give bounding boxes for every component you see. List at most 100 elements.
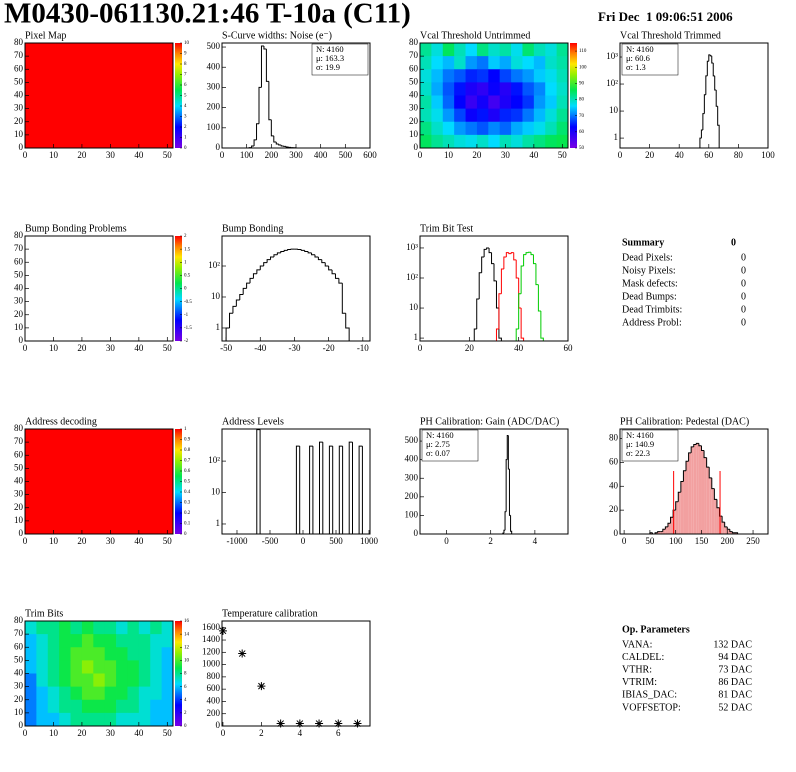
heatmap-cell bbox=[465, 134, 478, 149]
heatmap-cell bbox=[116, 712, 128, 727]
histogram-bin bbox=[225, 327, 230, 341]
colorbar-tick-label: 0.6 bbox=[184, 469, 191, 474]
heatmap-cell bbox=[431, 121, 444, 136]
heatmap-cell bbox=[127, 660, 140, 674]
histogram-bin bbox=[703, 450, 707, 459]
histogram-bin bbox=[259, 265, 264, 270]
histogram-bin bbox=[256, 429, 261, 534]
heatmap-cell bbox=[533, 121, 546, 136]
histogram-bin bbox=[706, 457, 710, 468]
histogram-bin bbox=[721, 516, 725, 523]
heatmap-cell bbox=[127, 634, 140, 648]
histogram-bin bbox=[256, 123, 259, 140]
x-tick-label: 4 bbox=[298, 728, 303, 738]
histogram-bin bbox=[266, 259, 271, 263]
heatmap-cell bbox=[127, 621, 140, 635]
y-tick-label: 400 bbox=[207, 61, 221, 71]
colorbar-tick-label: 0.5 bbox=[184, 480, 191, 485]
heatmap-cell bbox=[522, 95, 535, 110]
heatmap-cell bbox=[104, 673, 117, 688]
bar-fill bbox=[688, 452, 692, 534]
heatmap-cell bbox=[70, 712, 83, 727]
x-tick-label: 50 bbox=[163, 536, 173, 546]
bar-fill bbox=[665, 526, 668, 534]
histogram-bin bbox=[503, 256, 507, 269]
y-tick-label: 50 bbox=[14, 654, 24, 664]
histogram-bin bbox=[525, 252, 529, 255]
summary-value: 0 bbox=[741, 304, 746, 315]
colorbar bbox=[570, 43, 577, 148]
heatmap-cell bbox=[81, 660, 94, 674]
heatmap-cell bbox=[138, 712, 151, 727]
colorbar-tick-label: -0.5 bbox=[184, 300, 192, 305]
y-tick-label: 400 bbox=[405, 454, 419, 464]
colorbar-tick-label: 2 bbox=[184, 125, 187, 130]
x-tick-label: 30 bbox=[106, 728, 116, 738]
heatmap-cell bbox=[70, 621, 83, 635]
heatmap-cell bbox=[420, 69, 432, 83]
histogram-bin bbox=[729, 529, 733, 533]
heatmap-cell bbox=[81, 673, 94, 688]
colorbar-tick-label: 1 bbox=[184, 427, 187, 432]
bar-fill bbox=[709, 477, 712, 534]
heatmap-cell bbox=[545, 121, 558, 136]
x-tick-label: 10 bbox=[49, 343, 59, 353]
x-tick-label: 400 bbox=[314, 150, 328, 160]
colorbar-tick-label: 4 bbox=[184, 698, 187, 703]
bar-fill bbox=[670, 517, 674, 534]
y-tick-label: 30 bbox=[14, 103, 24, 113]
stats-line: σ: 19.9 bbox=[316, 62, 340, 72]
y-tick-label: 80 bbox=[14, 37, 24, 47]
heatmap-cell bbox=[442, 108, 455, 123]
heatmap-cell bbox=[465, 43, 478, 57]
heatmap-cell bbox=[47, 634, 60, 648]
heatmap-cell bbox=[59, 647, 71, 661]
heatmap-cell bbox=[150, 712, 163, 727]
plot-frame bbox=[419, 235, 569, 342]
colorbar-tick-label: 90 bbox=[579, 82, 585, 87]
y-tick-label: 30 bbox=[14, 489, 24, 499]
summary-label: Mask defects: bbox=[622, 278, 678, 289]
y-tick-label: 1 bbox=[216, 322, 221, 332]
panel-title: Address Levels bbox=[222, 416, 284, 427]
heatmap-cell bbox=[127, 647, 140, 661]
panel-title: Trim Bits bbox=[25, 608, 63, 619]
bar-fill bbox=[678, 492, 681, 534]
histogram-bin bbox=[265, 49, 269, 82]
heatmap-cell bbox=[116, 686, 128, 701]
heatmap-cell bbox=[442, 69, 455, 83]
histogram-bin bbox=[258, 86, 262, 124]
heatmap-cell bbox=[36, 621, 49, 635]
heatmap-cell bbox=[25, 660, 37, 674]
heatmap-cell bbox=[36, 699, 49, 714]
x-tick-label: 40 bbox=[134, 150, 144, 160]
histogram-bin bbox=[498, 293, 502, 330]
plot-frame bbox=[221, 620, 371, 727]
colorbar-tick-label: 0.4 bbox=[184, 490, 191, 495]
x-tick-label: 1000 bbox=[360, 536, 379, 546]
panel-title: Vcal Threshold Trimmed bbox=[620, 30, 721, 41]
histogram-bin bbox=[486, 247, 490, 250]
colorbar-tick-label: 3 bbox=[184, 115, 187, 120]
colorbar-tick-label: 0.9 bbox=[184, 438, 191, 443]
y-tick-label: 80 bbox=[14, 615, 24, 625]
x-tick-label: 50 bbox=[163, 150, 173, 160]
heatmap-cell bbox=[420, 43, 432, 57]
x-tick-label: 0 bbox=[444, 536, 449, 546]
bar-fill bbox=[696, 443, 699, 534]
x-tick-label: 0 bbox=[418, 150, 423, 160]
heatmap-cell bbox=[556, 69, 569, 83]
histogram-bin bbox=[235, 299, 240, 307]
histogram-bin bbox=[252, 273, 257, 279]
summary-total: 0 bbox=[731, 237, 736, 248]
heatmap-cell bbox=[556, 121, 569, 136]
heatmap-cell bbox=[511, 108, 523, 123]
heatmap-cell bbox=[150, 660, 163, 674]
bar-fill bbox=[693, 444, 697, 534]
heatmap-cell bbox=[476, 108, 489, 123]
histogram-bin bbox=[268, 81, 272, 121]
panel-title: Address decoding bbox=[25, 416, 97, 427]
heatmap-cell bbox=[25, 634, 37, 648]
heatmap-cell bbox=[47, 647, 60, 661]
heatmap-cell bbox=[36, 673, 49, 688]
